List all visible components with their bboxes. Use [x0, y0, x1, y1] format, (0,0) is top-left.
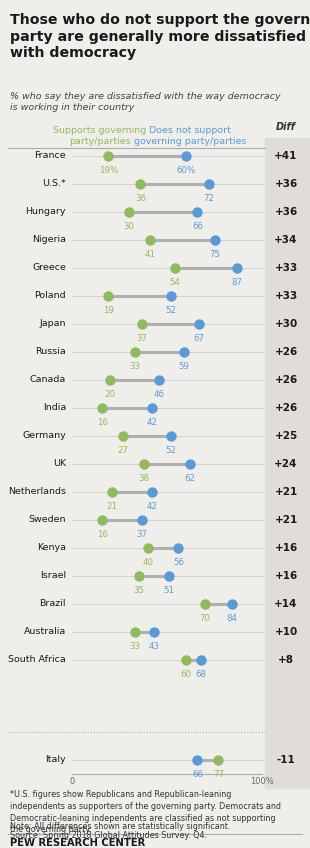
Text: Russia: Russia [35, 348, 66, 356]
Text: 42: 42 [146, 502, 157, 511]
Text: 54: 54 [169, 278, 180, 287]
Text: 66: 66 [192, 222, 203, 231]
Text: Hungary: Hungary [25, 208, 66, 216]
Text: South Africa: South Africa [8, 656, 66, 665]
Text: % who say they are dissatisfied with the way democracy
is working in their count: % who say they are dissatisfied with the… [10, 92, 281, 113]
Text: U.S.*: U.S.* [42, 180, 66, 188]
Text: +26: +26 [274, 375, 298, 385]
Text: 20: 20 [104, 390, 116, 399]
Text: PEW RESEARCH CENTER: PEW RESEARCH CENTER [10, 838, 145, 848]
Text: Note: All differences shown are statistically significant.: Note: All differences shown are statisti… [10, 822, 230, 831]
Text: 16: 16 [97, 530, 108, 539]
Text: Greece: Greece [32, 264, 66, 272]
Text: 46: 46 [154, 390, 165, 399]
Text: +34: +34 [274, 235, 298, 245]
Text: +41: +41 [274, 151, 298, 161]
Text: 30: 30 [123, 222, 135, 231]
Text: 0: 0 [69, 777, 75, 786]
Text: 21: 21 [106, 502, 117, 511]
Text: +14: +14 [274, 599, 298, 609]
Text: +24: +24 [274, 459, 298, 469]
Text: +21: +21 [274, 487, 298, 497]
Text: Sweden: Sweden [29, 516, 66, 525]
Text: 52: 52 [165, 306, 176, 315]
Text: 19: 19 [103, 306, 113, 315]
Text: 40: 40 [143, 558, 153, 567]
Text: Poland: Poland [34, 292, 66, 300]
Text: 37: 37 [137, 530, 148, 539]
Text: 38: 38 [139, 474, 150, 483]
Text: 27: 27 [118, 446, 129, 455]
Text: 60: 60 [180, 670, 192, 679]
Text: Italy: Italy [45, 756, 66, 765]
Text: +10: +10 [274, 627, 298, 637]
Text: 51: 51 [163, 586, 175, 595]
Text: 62: 62 [184, 474, 195, 483]
Text: Kenya: Kenya [37, 544, 66, 553]
Text: Germany: Germany [22, 432, 66, 440]
Text: 67: 67 [194, 334, 205, 343]
Text: 36: 36 [135, 194, 146, 203]
Text: +33: +33 [274, 263, 298, 273]
Text: 59: 59 [179, 362, 189, 371]
Text: 19%: 19% [99, 166, 118, 175]
Text: 77: 77 [213, 770, 224, 779]
Text: 43: 43 [148, 642, 159, 651]
Text: UK: UK [53, 460, 66, 468]
Text: 68: 68 [196, 670, 207, 679]
Text: 35: 35 [133, 586, 144, 595]
Text: +21: +21 [274, 515, 298, 525]
Text: Diff: Diff [276, 122, 296, 132]
Text: India: India [43, 404, 66, 412]
Text: 84: 84 [226, 614, 237, 623]
Text: +36: +36 [274, 179, 298, 189]
Text: Netherlands: Netherlands [8, 488, 66, 496]
Text: Japan: Japan [39, 320, 66, 328]
Text: *U.S. figures show Republicans and Republican-leaning
independents as supporters: *U.S. figures show Republicans and Repub… [10, 790, 281, 834]
Text: 33: 33 [129, 362, 140, 371]
Text: 66: 66 [192, 770, 203, 779]
Text: +16: +16 [274, 543, 298, 553]
Text: Those who do not support the governing
party are generally more dissatisfied
wit: Those who do not support the governing p… [10, 13, 310, 60]
Text: 16: 16 [97, 418, 108, 427]
Text: +8: +8 [278, 655, 294, 665]
Text: Australia: Australia [24, 628, 66, 637]
Text: 37: 37 [137, 334, 148, 343]
Text: 72: 72 [203, 194, 214, 203]
Text: Israel: Israel [40, 572, 66, 581]
Text: 42: 42 [146, 418, 157, 427]
Text: 33: 33 [129, 642, 140, 651]
Text: 75: 75 [209, 250, 220, 259]
Bar [265, 138, 310, 788]
Text: +36: +36 [274, 207, 298, 217]
Text: France: France [34, 152, 66, 160]
Text: 70: 70 [200, 614, 210, 623]
Text: 41: 41 [144, 250, 155, 259]
Text: 87: 87 [232, 278, 243, 287]
Text: 60%: 60% [176, 166, 196, 175]
Text: +25: +25 [274, 431, 298, 441]
Text: Brazil: Brazil [39, 600, 66, 609]
Text: Canada: Canada [30, 376, 66, 384]
Text: +33: +33 [274, 291, 298, 301]
Text: +30: +30 [274, 319, 298, 329]
Text: Does not support
governing party/parties: Does not support governing party/parties [134, 126, 246, 146]
Text: 56: 56 [173, 558, 184, 567]
Text: 100%: 100% [250, 777, 274, 786]
Text: Source: Spring 2018 Global Attitudes Survey. Q4.: Source: Spring 2018 Global Attitudes Sur… [10, 831, 207, 840]
Text: Nigeria: Nigeria [32, 236, 66, 244]
Text: 52: 52 [165, 446, 176, 455]
Text: -11: -11 [277, 755, 295, 765]
Text: Supports governing
party/parties: Supports governing party/parties [53, 126, 147, 146]
Text: +26: +26 [274, 347, 298, 357]
Text: +26: +26 [274, 403, 298, 413]
Text: +16: +16 [274, 571, 298, 581]
